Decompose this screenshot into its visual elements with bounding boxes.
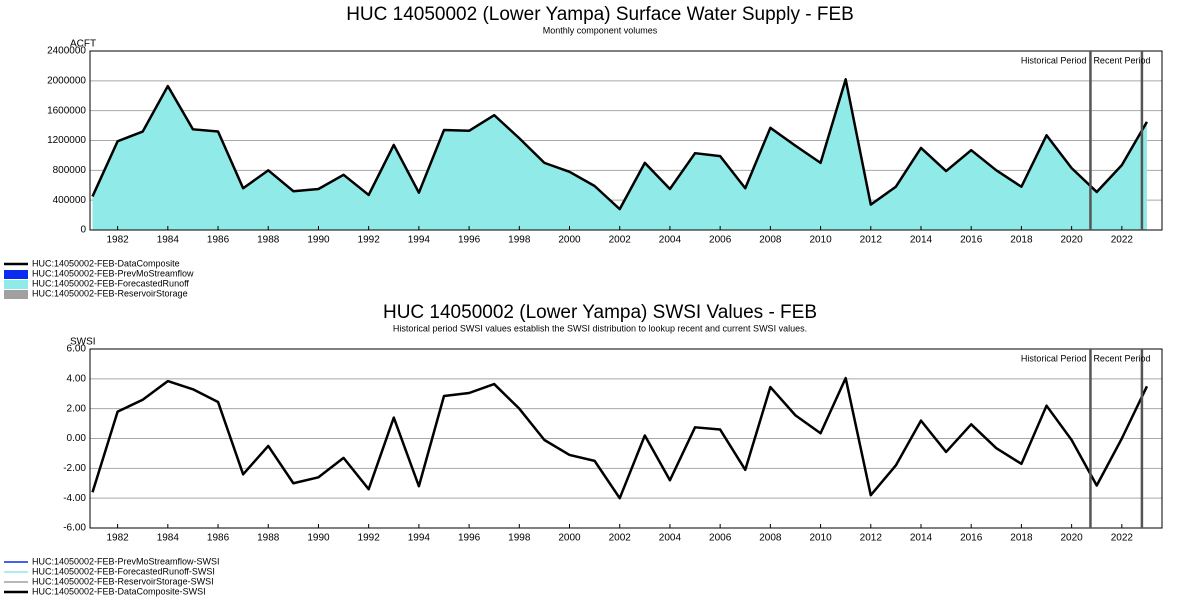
y-tick-label: 2000000 bbox=[47, 75, 86, 86]
plot-border bbox=[89, 348, 1163, 529]
y-tick-label: 4.00 bbox=[67, 373, 87, 384]
x-tick-label: 2004 bbox=[659, 235, 682, 246]
y-tick-label: 1600000 bbox=[47, 105, 86, 116]
legend-swatch bbox=[4, 280, 28, 289]
annotation: Recent Period bbox=[1093, 55, 1150, 65]
y-axis-label: SWSI bbox=[70, 337, 96, 348]
line bbox=[91, 78, 1149, 211]
legend-swatch bbox=[4, 270, 28, 279]
x-tick-label: 2006 bbox=[709, 235, 732, 246]
x-tick-label: 2010 bbox=[809, 533, 832, 544]
y-tick-label: 6.00 bbox=[67, 344, 87, 355]
x-tick-label: 1998 bbox=[508, 533, 531, 544]
annotation: Historical Period bbox=[1021, 55, 1087, 65]
y-tick-label: -2.00 bbox=[63, 463, 86, 474]
chart-subtitle: Monthly component volumes bbox=[543, 25, 658, 35]
x-tick-label: 2000 bbox=[558, 533, 581, 544]
legend-label: HUC:14050002-FEB-ReservoirStorage bbox=[32, 288, 188, 298]
y-tick-label: 0.00 bbox=[67, 433, 87, 444]
y-tick-label: 0 bbox=[80, 225, 86, 236]
x-tick-label: 2000 bbox=[558, 235, 581, 246]
x-tick-label: 2014 bbox=[910, 533, 933, 544]
legend-label: HUC:14050002-FEB-ReservoirStorage-SWSI bbox=[32, 576, 214, 586]
x-tick-label: 1982 bbox=[106, 533, 129, 544]
y-tick-label: -4.00 bbox=[63, 493, 86, 504]
x-tick-label: 1986 bbox=[207, 533, 230, 544]
chart-title: HUC 14050002 (Lower Yampa) Surface Water… bbox=[346, 4, 854, 25]
annotation: Historical Period bbox=[1021, 353, 1087, 363]
x-tick-label: 1994 bbox=[408, 235, 431, 246]
x-tick-label: 1988 bbox=[257, 533, 280, 544]
y-tick-label: 2.00 bbox=[67, 403, 87, 414]
x-tick-label: 1992 bbox=[358, 533, 381, 544]
legend-label: HUC:14050002-FEB-DataComposite-SWSI bbox=[32, 586, 206, 596]
x-tick-label: 2002 bbox=[609, 235, 632, 246]
x-tick-label: 1988 bbox=[257, 235, 280, 246]
legend-label: HUC:14050002-FEB-ForecastedRunoff bbox=[32, 278, 189, 288]
x-tick-label: 2008 bbox=[759, 235, 782, 246]
x-tick-label: 1990 bbox=[307, 235, 330, 246]
x-tick-label: 1990 bbox=[307, 533, 330, 544]
x-tick-label: 1984 bbox=[157, 533, 180, 544]
line bbox=[91, 376, 1149, 500]
y-tick-label: 1200000 bbox=[47, 135, 86, 146]
x-tick-label: 1996 bbox=[458, 533, 481, 544]
x-tick-label: 1984 bbox=[157, 235, 180, 246]
x-tick-label: 2022 bbox=[1111, 533, 1134, 544]
x-tick-label: 2018 bbox=[1010, 235, 1033, 246]
y-tick-label: 2400000 bbox=[47, 46, 86, 57]
x-tick-label: 2012 bbox=[860, 533, 883, 544]
y-tick-label: 400000 bbox=[53, 195, 87, 206]
annotation: Recent Period bbox=[1093, 353, 1150, 363]
y-tick-label: -6.00 bbox=[63, 523, 86, 534]
chart-title: HUC 14050002 (Lower Yampa) SWSI Values -… bbox=[383, 302, 817, 323]
x-tick-label: 2022 bbox=[1111, 235, 1134, 246]
x-tick-label: 1986 bbox=[207, 235, 230, 246]
x-tick-label: 1996 bbox=[458, 235, 481, 246]
x-tick-label: 2014 bbox=[910, 235, 933, 246]
x-tick-label: 2002 bbox=[609, 533, 632, 544]
legend-label: HUC:14050002-FEB-PrevMoStreamflow-SWSI bbox=[32, 556, 220, 566]
x-tick-label: 2008 bbox=[759, 533, 782, 544]
legend-label: HUC:14050002-FEB-DataComposite bbox=[32, 258, 180, 268]
legend-label: HUC:14050002-FEB-PrevMoStreamflow bbox=[32, 268, 194, 278]
x-tick-label: 2020 bbox=[1060, 235, 1083, 246]
x-tick-label: 1992 bbox=[358, 235, 381, 246]
x-tick-label: 2018 bbox=[1010, 533, 1033, 544]
legend-swatch bbox=[4, 290, 28, 299]
y-axis-label: ACFT bbox=[70, 39, 96, 50]
chart-subtitle: Historical period SWSI values establish … bbox=[393, 323, 807, 333]
x-tick-label: 2010 bbox=[809, 235, 832, 246]
x-tick-label: 2006 bbox=[709, 533, 732, 544]
x-tick-label: 1994 bbox=[408, 533, 431, 544]
x-tick-label: 2020 bbox=[1060, 533, 1083, 544]
x-tick-label: 2016 bbox=[960, 533, 983, 544]
x-tick-label: 1982 bbox=[106, 235, 129, 246]
y-tick-label: 800000 bbox=[53, 165, 87, 176]
legend-label: HUC:14050002-FEB-ForecastedRunoff-SWSI bbox=[32, 566, 215, 576]
x-tick-label: 2012 bbox=[860, 235, 883, 246]
area bbox=[92, 79, 1147, 230]
x-tick-label: 2004 bbox=[659, 533, 682, 544]
x-tick-label: 2016 bbox=[960, 235, 983, 246]
plot-border bbox=[89, 50, 1163, 231]
x-tick-label: 1998 bbox=[508, 235, 531, 246]
